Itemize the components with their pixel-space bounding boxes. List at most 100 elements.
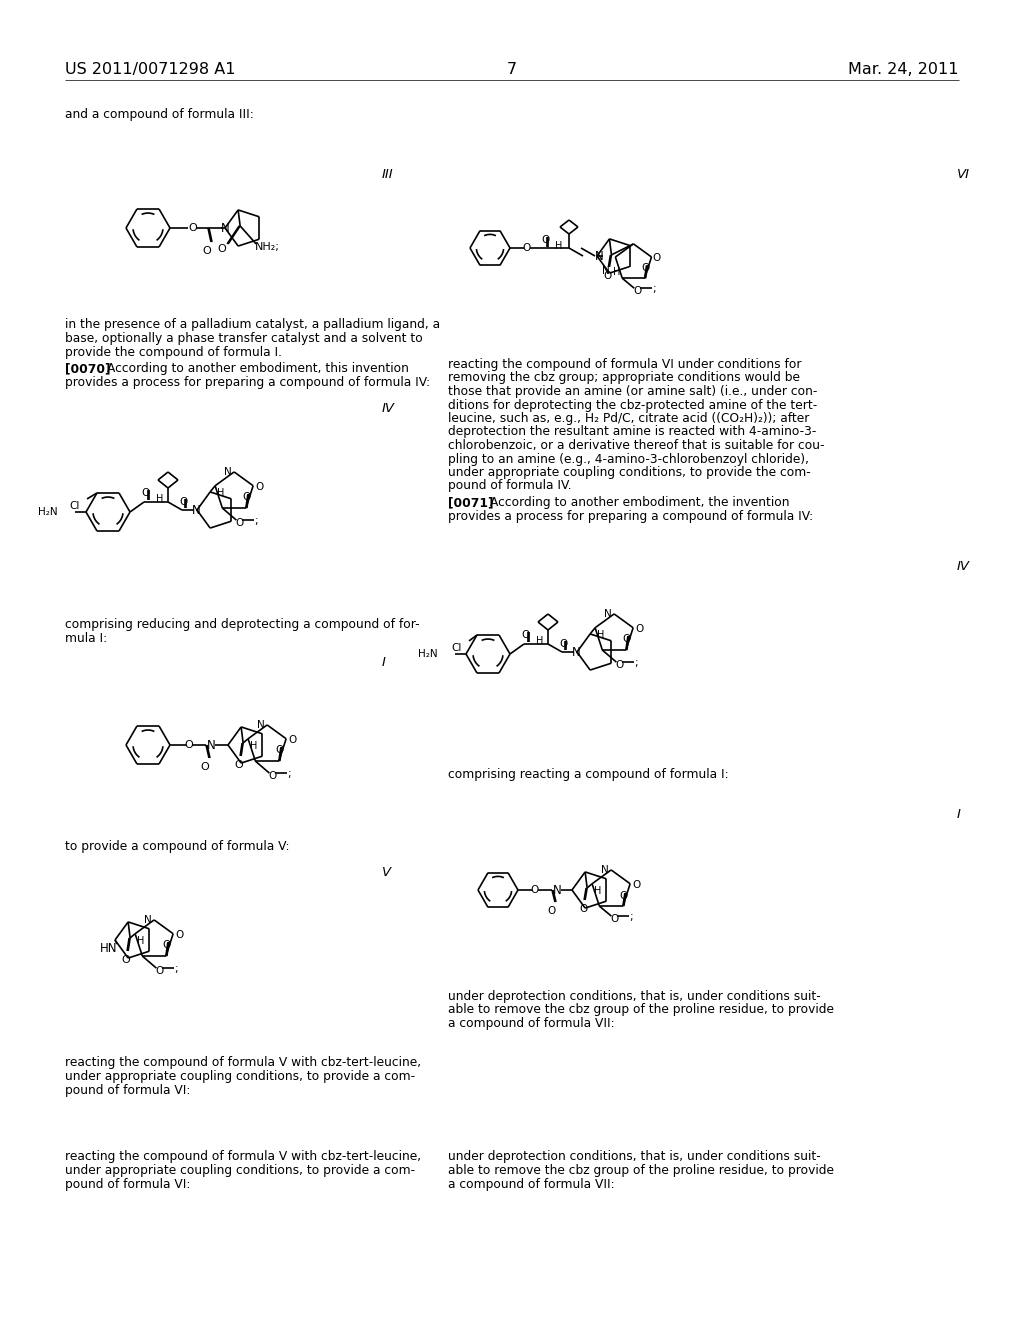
Text: and a compound of formula III:: and a compound of formula III: [65, 108, 254, 121]
Text: ;: ; [652, 284, 656, 294]
Text: O: O [201, 762, 209, 772]
Text: H: H [613, 267, 621, 277]
Text: O: O [236, 519, 244, 528]
Text: O: O [203, 246, 211, 256]
Text: removing the cbz group; appropriate conditions would be: removing the cbz group; appropriate cond… [449, 371, 800, 384]
Text: ;: ; [254, 516, 258, 527]
Text: O: O [175, 929, 183, 940]
Text: O: O [623, 634, 631, 644]
Text: O: O [547, 906, 555, 916]
Text: O: O [632, 879, 640, 890]
Text: [0071]: [0071] [449, 496, 494, 510]
Text: N: N [595, 249, 604, 263]
Text: O: O [559, 639, 567, 649]
Text: O: O [635, 624, 643, 634]
Text: O: O [541, 235, 549, 246]
Text: able to remove the cbz group of the proline residue, to provide: able to remove the cbz group of the prol… [449, 1003, 834, 1016]
Text: Cl: Cl [452, 643, 462, 653]
Text: O: O [522, 243, 530, 253]
Text: chlorobenzoic, or a derivative thereof that is suitable for cou-: chlorobenzoic, or a derivative thereof t… [449, 440, 824, 451]
Text: ditions for deprotecting the cbz-protected amine of the tert-: ditions for deprotecting the cbz-protect… [449, 399, 817, 412]
Text: IV: IV [382, 403, 395, 414]
Text: Cl: Cl [70, 502, 80, 511]
Text: O: O [530, 884, 539, 895]
Text: I: I [382, 656, 386, 669]
Text: in the presence of a palladium catalyst, a palladium ligand, a: in the presence of a palladium catalyst,… [65, 318, 440, 331]
Text: H: H [555, 242, 562, 251]
Text: a compound of formula VII:: a compound of formula VII: [449, 1016, 614, 1030]
Text: O: O [268, 771, 276, 781]
Text: O: O [641, 263, 650, 273]
Text: H: H [156, 494, 164, 504]
Text: provides a process for preparing a compound of formula IV:: provides a process for preparing a compo… [449, 510, 813, 523]
Text: O: O [156, 966, 164, 975]
Text: mula I:: mula I: [65, 632, 108, 645]
Text: N: N [602, 265, 609, 276]
Text: leucine, such as, e.g., H₂ Pd/C, citrate acid ((CO₂H)₂)); after: leucine, such as, e.g., H₂ Pd/C, citrate… [449, 412, 809, 425]
Text: N: N [193, 504, 201, 517]
Text: O: O [521, 630, 529, 640]
Text: O: O [243, 492, 251, 502]
Text: under appropriate coupling conditions, to provide a com-: under appropriate coupling conditions, t… [65, 1071, 415, 1082]
Text: O: O [255, 482, 263, 492]
Text: reacting the compound of formula V with cbz-tert-leucine,: reacting the compound of formula V with … [65, 1150, 421, 1163]
Text: O: O [652, 253, 660, 263]
Text: comprising reducing and deprotecting a compound of for-: comprising reducing and deprotecting a c… [65, 618, 420, 631]
Text: under appropriate coupling conditions, to provide a com-: under appropriate coupling conditions, t… [65, 1164, 415, 1177]
Text: O: O [184, 741, 193, 750]
Text: O: O [218, 244, 226, 253]
Text: provides a process for preparing a compound of formula IV:: provides a process for preparing a compo… [65, 376, 430, 389]
Text: N: N [601, 865, 609, 875]
Text: H₂N: H₂N [38, 507, 58, 517]
Text: O: O [122, 954, 130, 965]
Text: pound of formula VI:: pound of formula VI: [65, 1177, 190, 1191]
Text: H: H [250, 741, 257, 751]
Text: H: H [597, 630, 604, 640]
Text: reacting the compound of formula V with cbz-tert-leucine,: reacting the compound of formula V with … [65, 1056, 421, 1069]
Text: provide the compound of formula I.: provide the compound of formula I. [65, 346, 282, 359]
Text: N: N [572, 645, 581, 659]
Text: 7: 7 [507, 62, 517, 77]
Text: O: O [610, 915, 618, 924]
Text: O: O [579, 904, 587, 913]
Text: pling to an amine (e.g., 4-amino-3-chlorobenzoyl chloride),: pling to an amine (e.g., 4-amino-3-chlor… [449, 453, 809, 466]
Text: VI: VI [957, 168, 970, 181]
Text: N: N [221, 222, 229, 235]
Text: ;: ; [288, 770, 291, 779]
Text: According to another embodiment, this invention: According to another embodiment, this in… [106, 362, 409, 375]
Text: III: III [382, 168, 393, 181]
Text: H: H [217, 488, 224, 498]
Text: those that provide an amine (or amine salt) (i.e., under con-: those that provide an amine (or amine sa… [449, 385, 817, 399]
Text: O: O [188, 223, 197, 234]
Text: O: O [288, 735, 296, 744]
Text: [0070]: [0070] [65, 362, 111, 375]
Text: ;: ; [630, 912, 633, 923]
Text: comprising reacting a compound of formula I:: comprising reacting a compound of formul… [449, 768, 729, 781]
Text: under deprotection conditions, that is, under conditions suit-: under deprotection conditions, that is, … [449, 1150, 821, 1163]
Text: ;: ; [174, 964, 178, 974]
Text: N: N [144, 915, 153, 925]
Text: ;: ; [635, 659, 638, 668]
Text: NH₂;: NH₂; [255, 242, 280, 252]
Text: H: H [536, 636, 544, 645]
Text: H₂N: H₂N [419, 649, 438, 659]
Text: N: N [257, 719, 265, 730]
Text: a compound of formula VII:: a compound of formula VII: [449, 1177, 614, 1191]
Text: pound of formula VI:: pound of formula VI: [65, 1084, 190, 1097]
Text: O: O [179, 498, 187, 507]
Text: V: V [382, 866, 391, 879]
Text: According to another embodiment, the invention: According to another embodiment, the inv… [490, 496, 790, 510]
Text: deprotection the resultant amine is reacted with 4-amino-3-: deprotection the resultant amine is reac… [449, 425, 816, 438]
Text: O: O [620, 891, 628, 902]
Text: under deprotection conditions, that is, under conditions suit-: under deprotection conditions, that is, … [449, 990, 821, 1003]
Text: O: O [603, 271, 611, 281]
Text: reacting the compound of formula VI under conditions for: reacting the compound of formula VI unde… [449, 358, 802, 371]
Text: pound of formula IV.: pound of formula IV. [449, 479, 571, 492]
Text: base, optionally a phase transfer catalyst and a solvent to: base, optionally a phase transfer cataly… [65, 333, 423, 345]
Text: N: N [553, 884, 562, 898]
Text: N: N [224, 467, 232, 477]
Text: H: H [594, 886, 601, 896]
Text: I: I [957, 808, 961, 821]
Text: O: O [141, 488, 150, 498]
Text: O: O [234, 760, 244, 770]
